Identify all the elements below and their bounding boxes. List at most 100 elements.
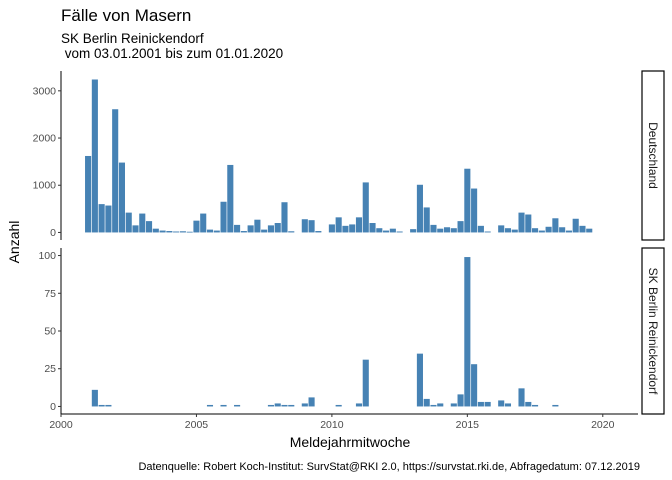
bar-0-11 xyxy=(159,230,166,233)
y-tick-label-0-2: 2000 xyxy=(33,133,57,145)
bar-0-5 xyxy=(118,162,125,233)
chart-subtitle-line1: SK Berlin Reinickendorf xyxy=(61,31,204,46)
bar-1-15 xyxy=(416,353,423,407)
bar-0-17 xyxy=(200,213,207,233)
bar-0-7 xyxy=(132,225,139,233)
bar-0-70 xyxy=(586,228,593,233)
x-tick-label-2: 2010 xyxy=(320,419,344,431)
bar-0-28 xyxy=(274,223,281,233)
facet-strip-0 xyxy=(641,70,665,241)
bar-0-58 xyxy=(504,228,512,233)
y-tick-label-1-3: 75 xyxy=(44,288,56,300)
bar-1-1 xyxy=(98,404,105,407)
bar-1-27 xyxy=(518,388,525,407)
bar-0-53 xyxy=(464,168,471,233)
bar-1-19 xyxy=(450,403,457,407)
bar-0-67 xyxy=(565,230,572,233)
bar-0-26 xyxy=(261,229,268,233)
bar-1-3 xyxy=(206,404,214,407)
bar-1-2 xyxy=(105,404,112,407)
bar-1-29 xyxy=(532,404,539,407)
bar-0-36 xyxy=(342,225,349,233)
x-tick-label-1: 2005 xyxy=(185,419,209,431)
bar-1-7 xyxy=(274,403,281,407)
bar-0-30 xyxy=(288,231,295,233)
bar-1-5 xyxy=(234,404,241,407)
bar-0-50 xyxy=(443,227,451,233)
bar-0-61 xyxy=(525,214,532,233)
bar-1-11 xyxy=(308,397,315,407)
bar-0-27 xyxy=(267,225,274,233)
bar-0-49 xyxy=(437,228,444,233)
bar-0-60 xyxy=(518,212,525,233)
bar-1-0 xyxy=(91,389,98,407)
bar-0-44 xyxy=(396,231,403,233)
bar-1-8 xyxy=(281,404,288,407)
bar-0-1 xyxy=(91,79,98,233)
bar-0-22 xyxy=(234,224,241,233)
bar-0-24 xyxy=(247,225,254,233)
bar-0-63 xyxy=(538,230,545,233)
bar-1-12 xyxy=(335,404,342,407)
bar-1-21 xyxy=(464,257,471,407)
bar-0-3 xyxy=(105,205,112,233)
bar-1-20 xyxy=(457,394,464,407)
bar-0-16 xyxy=(193,220,200,233)
bar-0-43 xyxy=(389,228,396,233)
bar-1-16 xyxy=(423,398,430,407)
bar-0-54 xyxy=(471,188,478,233)
chart-title: Fälle von Masern xyxy=(61,6,192,25)
facet-strip-label-0: Deutschland xyxy=(646,122,660,189)
y-axis-title: Anzahl xyxy=(6,221,22,264)
panel-sk-berlin-reinickendorf: 0 25 50 75 100 SK Berlin Reinickendorf 2000 200… xyxy=(38,247,665,431)
bar-1-24 xyxy=(484,401,491,407)
bar-0-8 xyxy=(139,213,146,233)
y-tick-label-1-2: 50 xyxy=(44,326,56,338)
bar-0-57 xyxy=(498,225,505,233)
bar-0-47 xyxy=(423,207,430,233)
bar-0-0 xyxy=(85,155,92,233)
bar-1-26 xyxy=(504,403,512,407)
bar-1-17 xyxy=(430,404,437,407)
x-tick-label-3: 2015 xyxy=(456,419,480,431)
bar-0-6 xyxy=(125,212,132,233)
bar-0-35 xyxy=(335,217,342,233)
y-tick-label-0-1: 1000 xyxy=(33,180,57,192)
bar-0-66 xyxy=(559,227,566,233)
bar-0-48 xyxy=(430,224,437,233)
bar-0-31 xyxy=(301,219,308,233)
bar-1-25 xyxy=(498,400,505,407)
bar-0-56 xyxy=(484,231,491,233)
bar-0-20 xyxy=(220,201,227,233)
bar-0-18 xyxy=(206,229,214,233)
facet-strip-label-1: SK Berlin Reinickendorf xyxy=(646,268,660,395)
bar-0-9 xyxy=(145,221,153,233)
bar-0-12 xyxy=(166,231,173,233)
bar-0-37 xyxy=(349,224,356,233)
bar-0-40 xyxy=(369,223,376,233)
bar-0-38 xyxy=(355,217,363,233)
facet-strip-1 xyxy=(641,247,665,415)
bar-0-59 xyxy=(511,229,518,233)
bar-0-46 xyxy=(416,184,423,233)
y-tick-label-0-3: 3000 xyxy=(33,85,57,97)
bar-0-29 xyxy=(281,202,288,233)
bar-0-10 xyxy=(152,228,159,233)
bar-0-39 xyxy=(362,182,369,233)
bar-1-6 xyxy=(267,404,274,407)
bar-0-32 xyxy=(308,220,315,233)
y-tick-label-1-0: 0 xyxy=(50,401,56,413)
bar-0-4 xyxy=(112,109,119,233)
bar-0-62 xyxy=(532,228,539,233)
bar-1-22 xyxy=(471,364,478,407)
bar-1-23 xyxy=(477,401,484,407)
bar-1-14 xyxy=(362,359,369,407)
bar-1-10 xyxy=(301,403,308,407)
x-tick-label-4: 2020 xyxy=(591,419,615,431)
bar-0-19 xyxy=(213,230,220,233)
bar-0-64 xyxy=(545,226,552,233)
panel-deutschland: 0 1000 2000 3000 Deutschland xyxy=(33,70,665,241)
bar-0-45 xyxy=(410,229,417,233)
bar-0-33 xyxy=(315,231,322,233)
bar-1-18 xyxy=(437,403,444,407)
